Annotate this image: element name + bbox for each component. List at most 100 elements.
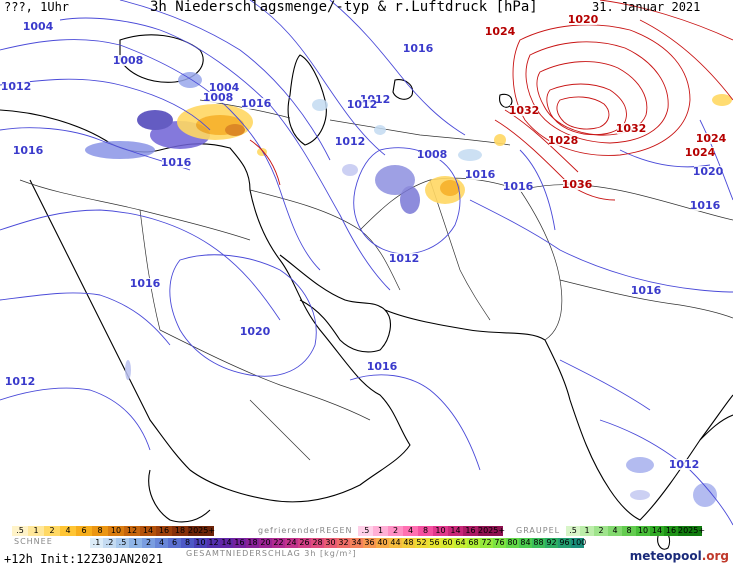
legend-swatch: 4 (608, 526, 622, 536)
legend-swatch: 36 (363, 538, 376, 548)
isobar-label: 1012 (335, 135, 366, 148)
legend-swatch: 34 (350, 538, 363, 548)
legend-swatch: 10 (636, 526, 650, 536)
legend-swatch: 16 (233, 538, 246, 548)
isobar-label-bg (617, 123, 645, 134)
precip-snow (177, 94, 732, 204)
isobar-label: 1016 (367, 360, 398, 373)
country-borders (19, 99, 733, 461)
isobar-label-bg (697, 133, 725, 144)
legend-swatch: 40 (376, 538, 389, 548)
legend-swatch: 8 (622, 526, 636, 536)
isobar-label: 1032 (509, 104, 540, 117)
legend-graupel: .5 1 2 4 8 10 14 16 2025+ (566, 526, 706, 536)
legend-swatch: 2 (594, 526, 608, 536)
isobar-label: 1016 (631, 284, 662, 297)
legend-swatch: 8 (181, 538, 194, 548)
isobar-label: 1020 (693, 165, 724, 178)
isobar-label-bg (404, 43, 432, 54)
isobar-label-bg (504, 181, 532, 192)
legend-swatch: 44 (389, 538, 402, 548)
isobar-label: 1016 (241, 97, 272, 110)
isobar-label-bg (2, 81, 30, 92)
legend-graupel-title: GRAUPEL (516, 526, 561, 535)
legend-swatch: 56 (428, 538, 441, 548)
legend-swatch: 18 (246, 538, 259, 548)
isobar-label: 1016 (403, 42, 434, 55)
legend-swatch: .1 (90, 538, 103, 548)
isobar-label-bg (569, 14, 597, 25)
isobar-label-bg (549, 135, 577, 146)
isobar-label: 1012 (347, 98, 378, 111)
legend-freezing-rain: .5 1 2 4 8 10 14 16 2025+ (358, 526, 506, 536)
isobar-label: 1008 (113, 54, 144, 67)
isobar-label: 1032 (616, 122, 647, 135)
isobar-label-bg (691, 200, 719, 211)
isobar-label: 1024 (685, 146, 716, 159)
legend-swatch: 76 (493, 538, 506, 548)
isobar-label: 1020 (568, 13, 599, 26)
isobar-label: 1020 (240, 325, 271, 338)
legend-swatch: 32 (337, 538, 350, 548)
isobar-label: 1016 (503, 180, 534, 193)
legend-swatch: 2025+ (188, 526, 216, 536)
isobar-label: 1028 (548, 134, 579, 147)
legend-swatch: 84 (519, 538, 532, 548)
legend-swatch: 10 (108, 526, 124, 536)
isobar-label-bg (348, 99, 376, 110)
isobar-label: 1036 (562, 178, 593, 191)
isobar-label-bg (486, 26, 514, 37)
legend-swatch: 1 (580, 526, 594, 536)
isobar-label-bg (242, 98, 270, 109)
init-time: +12h Init:12Z30JAN2021 (4, 552, 163, 566)
legend-swatch: 1 (28, 526, 44, 536)
isobar-label-bg (336, 136, 364, 147)
legend-swatch: 26 (298, 538, 311, 548)
legend-swatch: 6 (168, 538, 181, 548)
legend-total-title: GESAMTNIEDERSCHLAG 3h [kg/m²] (186, 549, 357, 558)
legend-swatch: 2 (388, 526, 403, 536)
legend-swatch: 8 (92, 526, 108, 536)
isobar-label: 1004 (23, 20, 54, 33)
legend-swatch: 30 (324, 538, 337, 548)
legend-swatch: 14 (448, 526, 463, 536)
isobar-label-bg (390, 253, 418, 264)
isobar-label-bg (241, 326, 269, 337)
legend-swatch: .2 (103, 538, 116, 548)
isobar-label-bg (6, 376, 34, 387)
legend-swatch: 18 (172, 526, 188, 536)
isobar-label: 1012 (5, 375, 36, 388)
legend-swatch: 68 (467, 538, 480, 548)
legend-swatch: 64 (454, 538, 467, 548)
legend-swatch: 96 (558, 538, 571, 548)
isobar-label-bg (510, 105, 538, 116)
legend-swatch: 14 (140, 526, 156, 536)
isobar-labels: 1004100810121016100810041016101610121012… (1, 13, 727, 471)
isobar-label: 1016 (13, 144, 44, 157)
legend-swatch: 2025+ (678, 526, 706, 536)
legend-swatch: .5 (358, 526, 373, 536)
isobars-high (249, 0, 733, 201)
valid-date: 31. Januar 2021 (592, 0, 701, 14)
isobar-label-bg (563, 179, 591, 190)
isobar-label-bg (466, 169, 494, 180)
isobar-label: 1024 (485, 25, 516, 38)
isobar-label-bg (686, 147, 714, 158)
legend-swatch: 10 (194, 538, 207, 548)
legend-swatch: .5 (12, 526, 28, 536)
isobar-label-bg (204, 92, 232, 103)
isobar-label-bg (368, 361, 396, 372)
legend-swatch: 100 (571, 538, 587, 548)
legend-total: .1.2.5 1 2 4 6 8 10 12 14 16 18 20 22 24 26 28 30 32 34 36 4… (90, 538, 587, 548)
legend-swatch: 22 (272, 538, 285, 548)
legend-swatch: 2025+ (478, 526, 506, 536)
legend-swatch: 48 (402, 538, 415, 548)
legend-swatch: 1 (129, 538, 142, 548)
isobar-label: 1016 (465, 168, 496, 181)
logo-tld: .org (701, 549, 729, 563)
isobar-label: 1012 (1, 80, 32, 93)
isobar-label-bg (694, 166, 722, 177)
isobar-label: 1004 (209, 81, 240, 94)
legend-swatch: 14 (220, 538, 233, 548)
